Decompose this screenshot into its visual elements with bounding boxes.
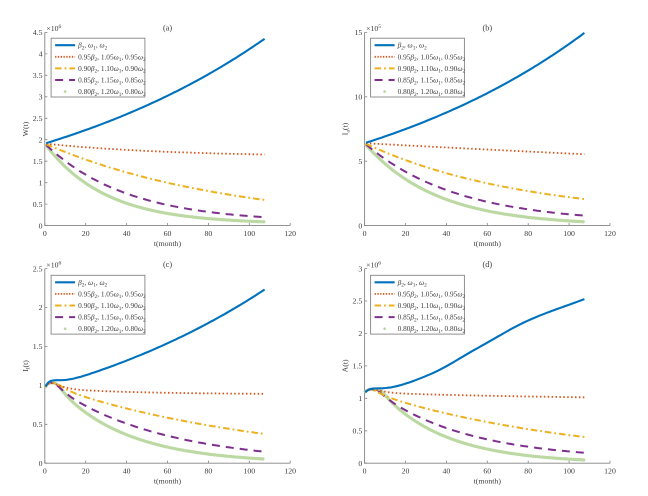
svg-text:0: 0 bbox=[358, 459, 362, 468]
svg-text:0.90β2, 1.10ω1, 0.90ω2: 0.90β2, 1.10ω1, 0.90ω2 bbox=[78, 64, 146, 75]
svg-text:W(t): W(t) bbox=[21, 121, 30, 136]
svg-text:100: 100 bbox=[243, 467, 255, 476]
svg-text:20: 20 bbox=[402, 467, 410, 476]
svg-text:0.5: 0.5 bbox=[33, 420, 43, 429]
svg-text:20: 20 bbox=[402, 229, 410, 238]
svg-text:0.90β2, 1.10ω1, 0.90ω2: 0.90β2, 1.10ω1, 0.90ω2 bbox=[398, 64, 466, 75]
svg-text:0.95β2, 1.05ω1, 0.95ω2: 0.95β2, 1.05ω1, 0.95ω2 bbox=[78, 52, 146, 63]
svg-text:0.5: 0.5 bbox=[353, 427, 363, 436]
svg-text:Ia(t): Ia(t) bbox=[341, 122, 352, 135]
svg-text:100: 100 bbox=[243, 229, 255, 238]
svg-text:0.85β2, 1.15ω1, 0.85ω2: 0.85β2, 1.15ω1, 0.85ω2 bbox=[78, 313, 146, 324]
svg-text:β2, ω1, ω2: β2, ω1, ω2 bbox=[77, 41, 108, 52]
svg-text:60: 60 bbox=[164, 229, 172, 238]
svg-text:80: 80 bbox=[205, 467, 213, 476]
svg-text:2: 2 bbox=[39, 303, 43, 312]
svg-text:100: 100 bbox=[563, 229, 575, 238]
svg-text:2: 2 bbox=[358, 329, 362, 338]
svg-text:4.5: 4.5 bbox=[33, 28, 43, 37]
svg-text:40: 40 bbox=[123, 229, 131, 238]
svg-text:120: 120 bbox=[284, 229, 296, 238]
svg-text:1.5: 1.5 bbox=[353, 362, 363, 371]
svg-text:0.5: 0.5 bbox=[33, 200, 43, 209]
svg-text:0: 0 bbox=[43, 467, 47, 476]
svg-text:×106: ×106 bbox=[46, 24, 61, 33]
svg-text:2.5: 2.5 bbox=[33, 264, 43, 273]
svg-text:80: 80 bbox=[205, 229, 213, 238]
svg-text:0.90β2, 1.10ω1, 0.90ω2: 0.90β2, 1.10ω1, 0.90ω2 bbox=[78, 301, 146, 312]
svg-text:1: 1 bbox=[39, 178, 43, 187]
svg-text:0.95β2, 1.05ω1, 0.95ω2: 0.95β2, 1.05ω1, 0.95ω2 bbox=[398, 289, 466, 300]
svg-text:0.85β2, 1.15ω1, 0.85ω2: 0.85β2, 1.15ω1, 0.85ω2 bbox=[398, 76, 466, 87]
svg-text:×106: ×106 bbox=[46, 260, 61, 269]
svg-text:120: 120 bbox=[604, 467, 616, 476]
svg-text:0.85β2, 1.15ω1, 0.85ω2: 0.85β2, 1.15ω1, 0.85ω2 bbox=[398, 313, 466, 324]
svg-text:t(month): t(month) bbox=[154, 239, 182, 248]
svg-text:120: 120 bbox=[284, 467, 296, 476]
svg-text:60: 60 bbox=[483, 467, 491, 476]
svg-text:1: 1 bbox=[39, 381, 43, 390]
svg-text:3: 3 bbox=[39, 93, 43, 102]
svg-text:0.85β2, 1.15ω1, 0.85ω2: 0.85β2, 1.15ω1, 0.85ω2 bbox=[78, 76, 146, 87]
svg-text:5: 5 bbox=[358, 157, 362, 166]
svg-text:t(month): t(month) bbox=[474, 477, 502, 486]
svg-text:0.80β2, 1.20ω1, 0.80ω2: 0.80β2, 1.20ω1, 0.80ω2 bbox=[398, 87, 466, 98]
svg-text:0.80β2, 1.20ω1, 0.80ω2: 0.80β2, 1.20ω1, 0.80ω2 bbox=[78, 324, 146, 335]
svg-text:100: 100 bbox=[563, 467, 575, 476]
svg-text:0: 0 bbox=[363, 229, 367, 238]
svg-text:3.5: 3.5 bbox=[33, 71, 43, 80]
svg-text:(a): (a) bbox=[163, 24, 172, 33]
svg-text:15: 15 bbox=[355, 28, 363, 37]
svg-text:10: 10 bbox=[355, 93, 363, 102]
svg-text:0.95β2, 1.05ω1, 0.95ω2: 0.95β2, 1.05ω1, 0.95ω2 bbox=[78, 289, 146, 300]
svg-text:t(month): t(month) bbox=[474, 239, 502, 248]
svg-text:0.80β2, 1.20ω1, 0.80ω2: 0.80β2, 1.20ω1, 0.80ω2 bbox=[398, 324, 466, 335]
svg-text:0.80β2, 1.20ω1, 0.80ω2: 0.80β2, 1.20ω1, 0.80ω2 bbox=[78, 87, 146, 98]
svg-text:0.90β2, 1.10ω1, 0.90ω2: 0.90β2, 1.10ω1, 0.90ω2 bbox=[398, 301, 466, 312]
svg-text:t(month): t(month) bbox=[154, 477, 182, 486]
svg-text:40: 40 bbox=[443, 229, 451, 238]
svg-text:2: 2 bbox=[39, 135, 43, 144]
svg-text:×106: ×106 bbox=[366, 260, 381, 269]
svg-text:Il(t): Il(t) bbox=[21, 360, 32, 372]
svg-text:(c): (c) bbox=[163, 260, 172, 269]
svg-text:×105: ×105 bbox=[366, 24, 381, 33]
svg-text:β2, ω1, ω2: β2, ω1, ω2 bbox=[77, 278, 108, 289]
svg-text:20: 20 bbox=[82, 229, 90, 238]
svg-text:0: 0 bbox=[39, 459, 43, 468]
svg-text:80: 80 bbox=[524, 467, 532, 476]
svg-text:2.5: 2.5 bbox=[33, 114, 43, 123]
svg-text:20: 20 bbox=[82, 467, 90, 476]
svg-text:0: 0 bbox=[363, 467, 367, 476]
svg-text:120: 120 bbox=[604, 229, 616, 238]
svg-text:1.5: 1.5 bbox=[33, 342, 43, 351]
svg-text:0.95β2, 1.05ω1, 0.95ω2: 0.95β2, 1.05ω1, 0.95ω2 bbox=[398, 52, 466, 63]
svg-text:(b): (b) bbox=[483, 24, 493, 33]
svg-text:(d): (d) bbox=[483, 260, 493, 269]
svg-text:1: 1 bbox=[358, 394, 362, 403]
svg-text:80: 80 bbox=[524, 229, 532, 238]
svg-text:β2, ω1, ω2: β2, ω1, ω2 bbox=[397, 278, 428, 289]
svg-text:60: 60 bbox=[164, 467, 172, 476]
svg-text:1.5: 1.5 bbox=[33, 157, 43, 166]
svg-text:3: 3 bbox=[358, 264, 362, 273]
svg-text:4: 4 bbox=[39, 50, 43, 59]
svg-text:β2, ω1, ω2: β2, ω1, ω2 bbox=[397, 41, 428, 52]
svg-text:60: 60 bbox=[483, 229, 491, 238]
svg-text:0: 0 bbox=[43, 229, 47, 238]
svg-text:0: 0 bbox=[358, 221, 362, 230]
svg-text:40: 40 bbox=[123, 467, 131, 476]
svg-text:2.5: 2.5 bbox=[353, 297, 363, 306]
svg-text:40: 40 bbox=[443, 467, 451, 476]
svg-text:0: 0 bbox=[39, 221, 43, 230]
svg-text:A(t): A(t) bbox=[341, 359, 350, 372]
